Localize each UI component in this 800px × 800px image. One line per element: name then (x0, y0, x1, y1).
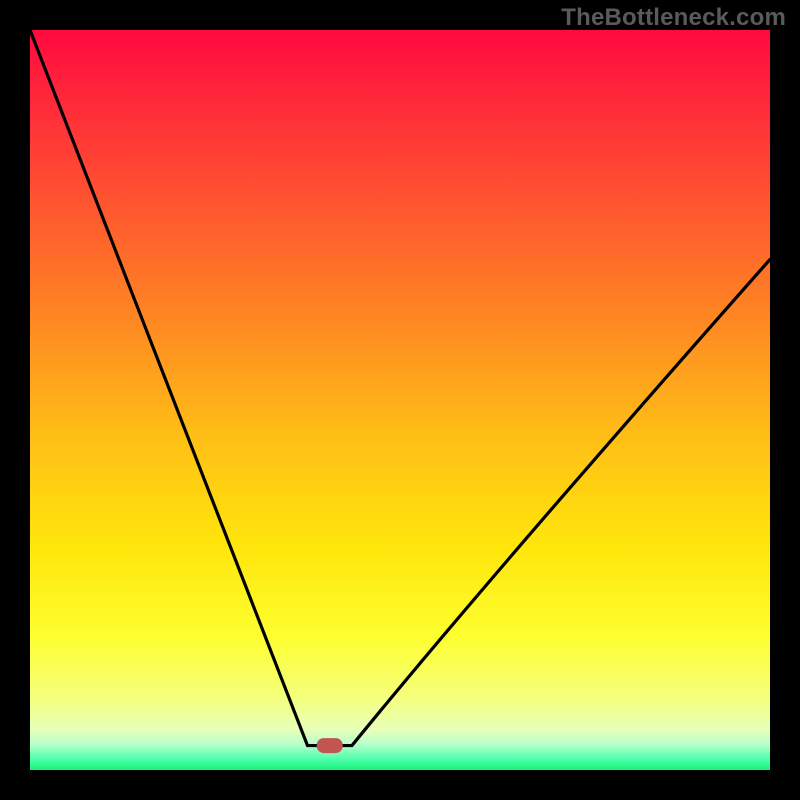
valley-marker (317, 738, 343, 753)
watermark-text: TheBottleneck.com (561, 4, 786, 32)
plot-gradient (30, 30, 770, 770)
valley-chart (0, 0, 800, 800)
